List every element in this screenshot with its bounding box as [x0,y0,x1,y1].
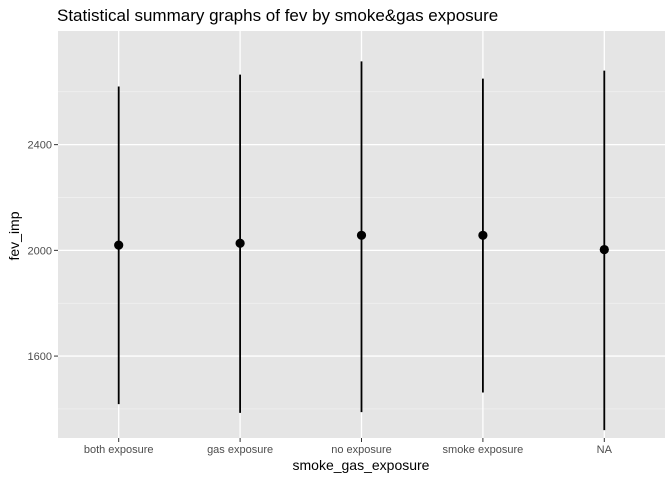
point-range-smoke-exposure [478,78,488,393]
mean-point [478,230,488,240]
y-axis-title: fev_imp [6,211,22,260]
y-axis: 1600 2000 2400 [28,140,58,363]
y-tick-label: 2000 [28,245,52,257]
mean-point [356,230,367,240]
mean-point [599,244,609,255]
x-axis-title: smoke_gas_exposure [293,457,430,473]
x-axis: both exposure gas exposure no exposure smok… [84,438,613,456]
y-tick-label: 2400 [28,140,52,152]
point-range-no-exposure [356,61,367,413]
point-range-gas-exposure [235,74,245,413]
x-tick-label: no exposure [331,444,392,456]
point-ranges [114,61,609,431]
mean-point [114,240,124,250]
x-tick-label: gas exposure [207,444,273,456]
y-tick-label: 1600 [28,351,52,363]
mean-point [235,238,245,248]
point-range-na [599,70,609,431]
x-tick-label: smoke exposure [443,444,524,456]
x-tick-label: both exposure [84,444,154,456]
chart-title: Statistical summary graphs of fev by smo… [57,6,498,25]
point-range-both-exposure [114,86,124,405]
x-tick-label: NA [597,444,613,456]
